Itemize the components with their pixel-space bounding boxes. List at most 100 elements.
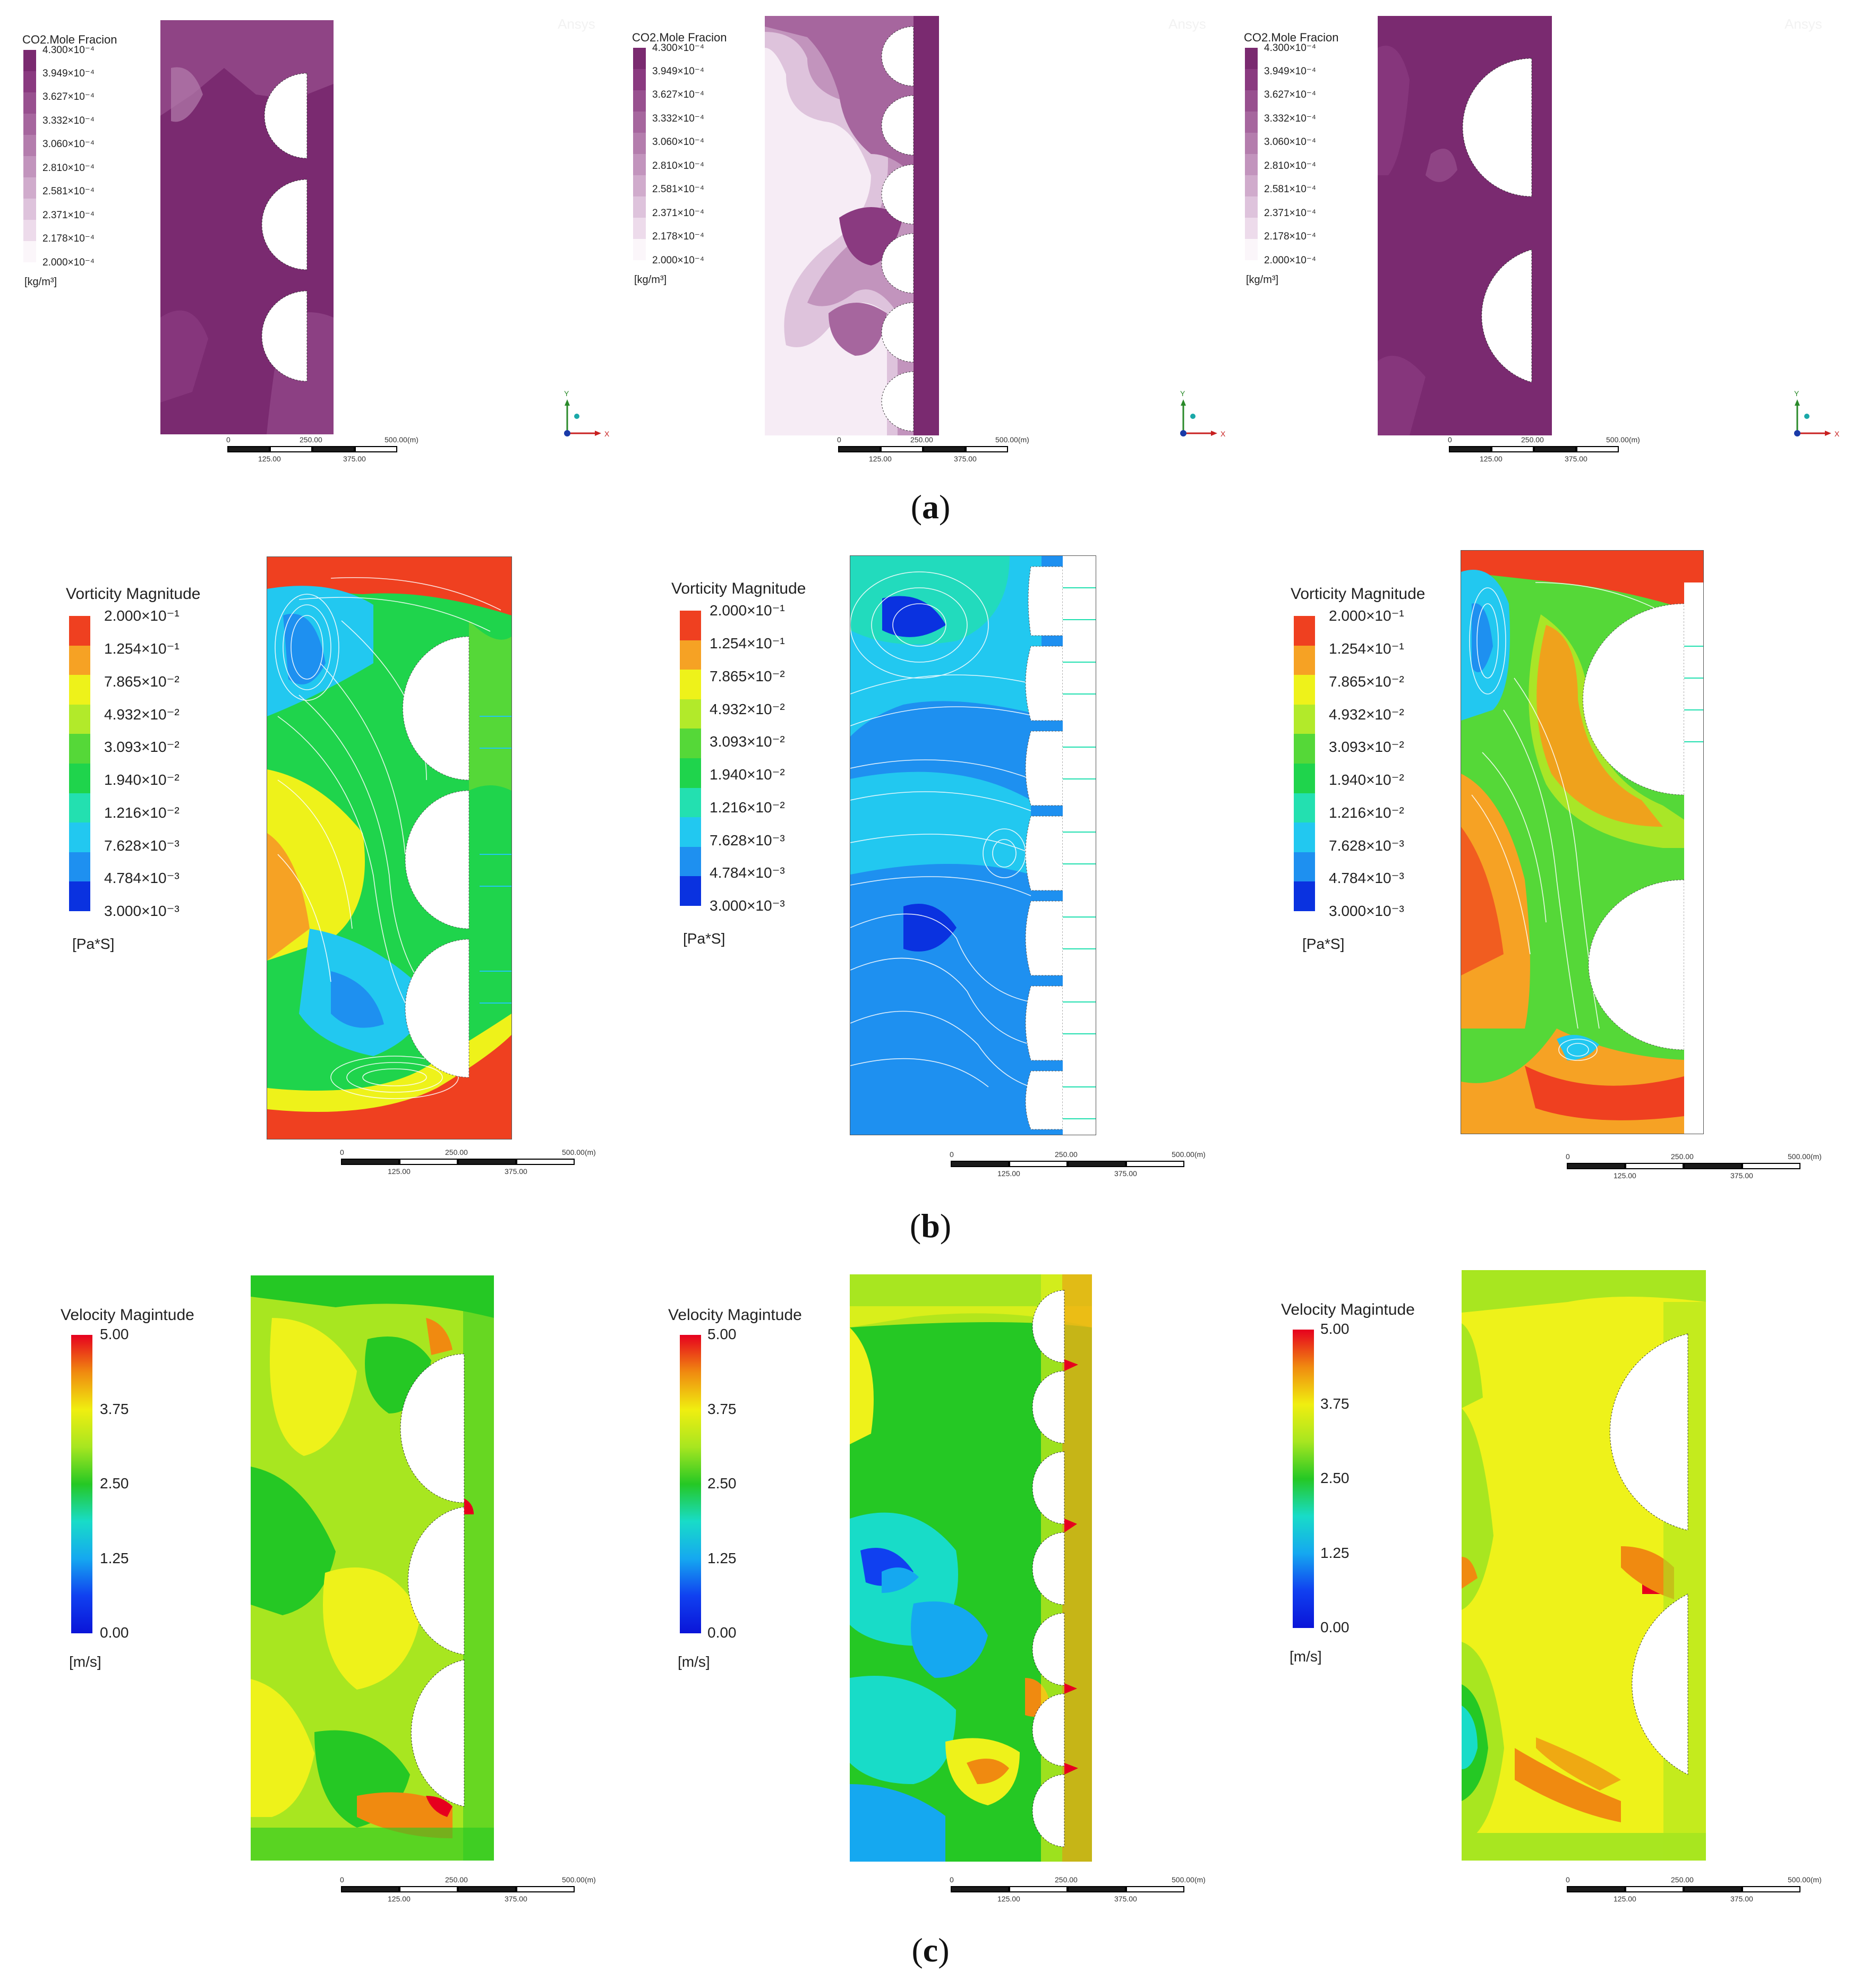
scale-bar-segment xyxy=(1684,1886,1742,1892)
colorbar-step xyxy=(680,670,701,699)
colorbar-tick-label: 2.810×10⁻⁴ xyxy=(652,160,704,172)
colorbar-step xyxy=(633,90,646,112)
colorbar-tick-label: 4.932×10⁻² xyxy=(710,700,785,717)
scale-bar-segment xyxy=(1009,1886,1068,1892)
scale-bar-segment xyxy=(270,446,312,452)
colorbar-step xyxy=(1245,154,1258,175)
legend-unit: [Pa*S] xyxy=(683,930,725,947)
scale-label: 250.00 xyxy=(1671,1875,1694,1884)
colorbar-tick-label: 3.75 xyxy=(707,1400,737,1417)
colorbar-tick-label: 1.216×10⁻² xyxy=(104,804,180,821)
colorbar-tick-label: 2.000×10⁻¹ xyxy=(710,602,785,619)
co2-field-a1 xyxy=(160,20,334,434)
colorbar-step xyxy=(1245,175,1258,196)
legend-title: Vorticity Magnitude xyxy=(671,580,806,597)
triad-y-label: Y xyxy=(564,389,569,398)
caption-letter: a xyxy=(922,488,939,526)
legend-title: Velocity Magintude xyxy=(1281,1301,1415,1318)
vorticity-field-b1 xyxy=(267,556,512,1139)
colorbar-step xyxy=(23,156,36,177)
scale-bar-segment xyxy=(1742,1886,1800,1892)
colorbar-step xyxy=(1294,704,1315,734)
colorbar-tick-label: 1.254×10⁻¹ xyxy=(104,640,180,657)
colorbar-tick-label: 1.25 xyxy=(707,1549,737,1566)
scale-bar-segment xyxy=(1567,1163,1625,1169)
colorbar-step xyxy=(680,758,701,788)
colorbar-tick-label: 3.332×10⁻⁴ xyxy=(652,113,704,124)
colorbar-step xyxy=(23,135,36,156)
scale-label: 375.00 xyxy=(1114,1895,1137,1903)
colorbar-step xyxy=(23,114,36,135)
colorbar-step xyxy=(23,71,36,92)
colorbar xyxy=(1245,48,1258,260)
colorbar-tick-label: 4.784×10⁻³ xyxy=(104,870,180,887)
scale-label: 375.00 xyxy=(343,455,366,463)
colorbar-tick-label: 1.216×10⁻² xyxy=(710,799,785,816)
legend-a3: CO2.Mole Fracion 4.300×10⁻⁴ 3.949×10⁻⁴ 3.6… xyxy=(1244,31,1382,296)
legend-title: CO2.Mole Fracion xyxy=(22,33,117,46)
scale-label: 0 xyxy=(950,1150,954,1159)
colorbar xyxy=(1294,616,1315,911)
axis-triad: Y X xyxy=(1783,388,1842,446)
colorbar-tick-label: 2.000×10⁻¹ xyxy=(104,607,180,624)
legend-c1: Velocity Magintude 5.00 3.75 2.50 1.25 0.00 … xyxy=(61,1306,231,1689)
legend-c3: Velocity Magintude 5.00 3.75 2.50 1.25 0.00 … xyxy=(1281,1301,1451,1683)
scale-bar: 0 250.00 500.00(m) 125.00 375.00 xyxy=(1566,1152,1822,1189)
scale-bar-segment xyxy=(341,1886,399,1892)
scale-label: 500.00(m) xyxy=(1606,435,1640,444)
colorbar-tick-label: 0.00 xyxy=(1320,1619,1350,1636)
scale-bar-segment xyxy=(399,1886,458,1892)
scale-label: 375.00 xyxy=(505,1895,527,1903)
colorbar-tick-label: 4.300×10⁻⁴ xyxy=(652,42,704,54)
legend-unit: [kg/m³] xyxy=(634,274,667,286)
scale-bar-segment xyxy=(1625,1886,1684,1892)
colorbar-step xyxy=(633,69,646,90)
scale-bar-segment xyxy=(312,446,355,452)
scale-label: 0 xyxy=(1566,1152,1570,1161)
scale-label: 375.00 xyxy=(954,455,977,463)
colorbar-step xyxy=(633,133,646,154)
colorbar-tick-label: 1.940×10⁻² xyxy=(710,766,785,783)
colorbar-step xyxy=(680,640,701,670)
scale-bar-segment xyxy=(881,446,923,452)
colorbar-step xyxy=(69,704,90,734)
colorbar xyxy=(680,1335,701,1633)
scale-bar-segment xyxy=(951,1886,1009,1892)
scale-label: 125.00 xyxy=(869,455,892,463)
watermark: Ansys xyxy=(1785,16,1822,32)
legend-b2: Vorticity Magnitude 2.000×10⁻¹ 1.254×10⁻¹… xyxy=(671,580,852,962)
axis-triad: Y X xyxy=(1169,388,1228,446)
colorbar-tick-label: 3.060×10⁻⁴ xyxy=(652,136,704,148)
triad-x-label: X xyxy=(604,430,610,438)
colorbar-step xyxy=(633,196,646,218)
colorbar-tick-label: 7.865×10⁻² xyxy=(104,673,180,690)
scale-label: 0 xyxy=(226,435,231,444)
legend-unit: [Pa*S] xyxy=(72,936,115,952)
colorbar xyxy=(1293,1330,1314,1628)
watermark: Ansys xyxy=(1168,16,1206,32)
caption-letter: c xyxy=(923,1931,938,1969)
legend-unit: [m/s] xyxy=(69,1653,101,1670)
colorbar-tick-label: 4.300×10⁻⁴ xyxy=(42,44,95,56)
scale-label: 250.00 xyxy=(445,1148,468,1156)
colorbar-tick-label: 2.000×10⁻⁴ xyxy=(1264,254,1316,266)
legend-unit: [kg/m³] xyxy=(24,276,57,288)
colorbar-tick-label: 3.627×10⁻⁴ xyxy=(1264,89,1316,101)
colorbar-step xyxy=(680,817,701,847)
scale-bar-segment xyxy=(1576,446,1619,452)
scale-label: 125.00 xyxy=(388,1895,411,1903)
legend-b1: Vorticity Magnitude 2.000×10⁻¹ 1.254×10⁻¹… xyxy=(66,585,246,967)
colorbar-tick-label: 2.371×10⁻⁴ xyxy=(1264,207,1316,219)
scale-bar-segment xyxy=(1534,446,1576,452)
colorbar-step xyxy=(23,92,36,114)
caption-close: ) xyxy=(938,1931,950,1969)
scale-bar-segment xyxy=(966,446,1008,452)
scale-label: 375.00 xyxy=(1730,1171,1753,1180)
colorbar-tick-label: 3.627×10⁻⁴ xyxy=(42,91,95,103)
scale-bar-segment xyxy=(1449,446,1491,452)
legend-title: CO2.Mole Fracion xyxy=(1244,31,1339,44)
triad-y-label: Y xyxy=(1794,389,1799,398)
velocity-field-c1 xyxy=(251,1275,494,1861)
colorbar-step xyxy=(1294,734,1315,764)
colorbar-tick-label: 5.00 xyxy=(100,1326,129,1343)
